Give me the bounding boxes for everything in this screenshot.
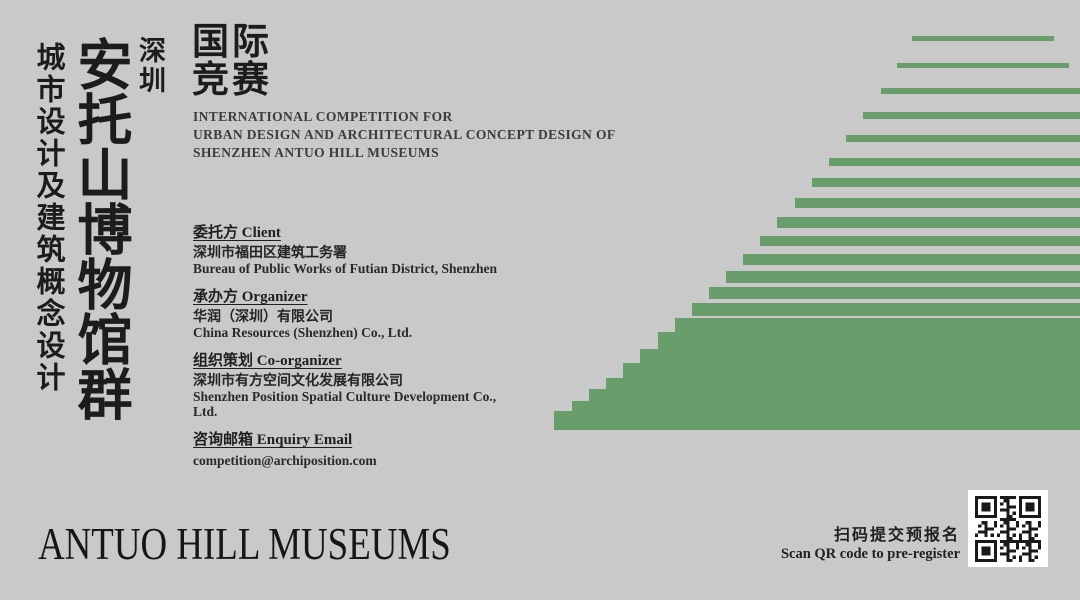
competition-type-zh: 国际 竞赛: [192, 22, 272, 101]
hill-bar: [743, 254, 1080, 265]
hill-bar: [640, 349, 1080, 363]
info-sections: 委托方 Client 深圳市福田区建筑工务署 Bureau of Public …: [193, 224, 523, 480]
hill-bar: [606, 378, 1080, 389]
section-en: Bureau of Public Works of Futian Distric…: [193, 261, 498, 276]
section-label: 咨询邮箱 Enquiry Email: [193, 432, 353, 448]
hill-bar: [760, 236, 1080, 246]
section-zh: 深圳市有方空间文化发展有限公司: [193, 374, 403, 389]
section-label: 组织策划 Co-organizer: [193, 353, 342, 369]
hill-bar: [675, 318, 1080, 332]
heading-line: INTERNATIONAL COMPETITION FOR: [193, 109, 453, 124]
section-co-organizer: 组织策划 Co-organizer 深圳市有方空间文化发展有限公司 Shenzh…: [193, 352, 523, 419]
qr-caption: 扫码提交预报名 Scan QR code to pre-register: [781, 526, 960, 564]
hill-bar: [795, 198, 1080, 208]
heading-line: SHENZHEN ANTUO HILL MUSEUMS: [193, 145, 439, 160]
section-zh: 华润（深圳）有限公司: [193, 310, 333, 325]
vertical-subtitle: 城市设计及建筑概念设计: [32, 42, 64, 394]
hill-bar: [658, 332, 1080, 349]
hill-bar: [846, 135, 1080, 142]
heading-line: URBAN DESIGN AND ARCHITECTURAL CONCEPT D…: [193, 127, 616, 142]
section-label: 委托方 Client: [193, 225, 281, 241]
qr-code: [968, 490, 1048, 567]
qr-caption-en: Scan QR code to pre-register: [780, 546, 960, 562]
hill-bar: [692, 303, 1080, 316]
hill-bar: [623, 363, 1080, 378]
hill-bar: [777, 217, 1080, 228]
vertical-main-title: 安托山博物馆群: [69, 36, 130, 421]
section-client: 委托方 Client 深圳市福田区建筑工务署 Bureau of Public …: [193, 224, 523, 276]
qr-caption-zh: 扫码提交预报名: [833, 527, 960, 544]
hill-bar: [572, 401, 1080, 411]
section-label: 承办方 Organizer: [193, 289, 308, 305]
section-en: Shenzhen Position Spatial Culture Develo…: [193, 389, 497, 419]
hill-bar: [863, 112, 1080, 119]
competition-heading-en: INTERNATIONAL COMPETITION FOR URBAN DESI…: [193, 108, 616, 162]
section-organizer: 承办方 Organizer 华润（深圳）有限公司 China Resources…: [193, 288, 523, 340]
hill-bar: [589, 389, 1080, 401]
section-enquiry-email: 咨询邮箱 Enquiry Email competition@archiposi…: [193, 431, 523, 468]
section-zh: 深圳市福田区建筑工务署: [193, 246, 347, 261]
hill-bar: [912, 36, 1054, 41]
footer-title: ANTUO HILL MUSEUMS: [38, 519, 451, 569]
hill-bar: [881, 88, 1080, 94]
enquiry-email-address: competition@archiposition.com: [193, 453, 377, 468]
hill-bar: [554, 411, 1080, 430]
section-en: China Resources (Shenzhen) Co., Ltd.: [193, 325, 413, 340]
hill-bar: [897, 63, 1069, 68]
hill-bar: [709, 287, 1080, 299]
hill-bar: [829, 158, 1080, 166]
hill-bar: [812, 178, 1080, 187]
qr-code-pattern: [975, 495, 1041, 562]
hill-bar: [726, 271, 1080, 283]
vertical-city-label: 深圳: [135, 36, 165, 96]
